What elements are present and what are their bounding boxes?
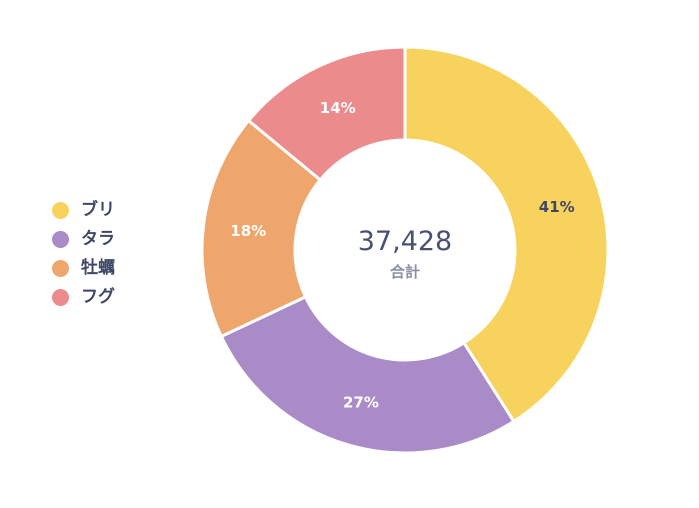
slice-buri (403, 45, 610, 423)
chart-legend: ブリ タラ 牡蠣 フグ (52, 196, 115, 312)
legend-label-fugu: フグ (81, 287, 115, 307)
legend-item-kaki: 牡蠣 (52, 254, 115, 283)
slice-label-kaki: 18% (230, 222, 266, 240)
legend-swatch-kaki (52, 260, 69, 277)
legend-swatch-fugu (52, 289, 69, 306)
center-total-value: 37,428 (358, 226, 452, 257)
legend-label-kaki: 牡蠣 (81, 258, 115, 278)
slice-fugu (247, 45, 407, 182)
legend-item-fugu: フグ (52, 283, 115, 312)
legend-item-tara: タラ (52, 225, 115, 254)
slice-label-buri: 41% (539, 198, 575, 216)
slice-label-fugu: 14% (320, 99, 356, 117)
slice-labels: 41% 27% 18% 14% (230, 99, 574, 412)
slice-label-tara: 27% (343, 394, 379, 412)
legend-label-tara: タラ (81, 229, 115, 249)
legend-item-buri: ブリ (52, 196, 115, 225)
slice-kaki (200, 119, 322, 338)
donut-slices (200, 45, 610, 455)
legend-label-buri: ブリ (81, 200, 115, 220)
legend-swatch-buri (52, 202, 69, 219)
slice-tara (219, 295, 516, 455)
legend-swatch-tara (52, 231, 69, 248)
center-total-caption: 合計 (389, 263, 420, 281)
